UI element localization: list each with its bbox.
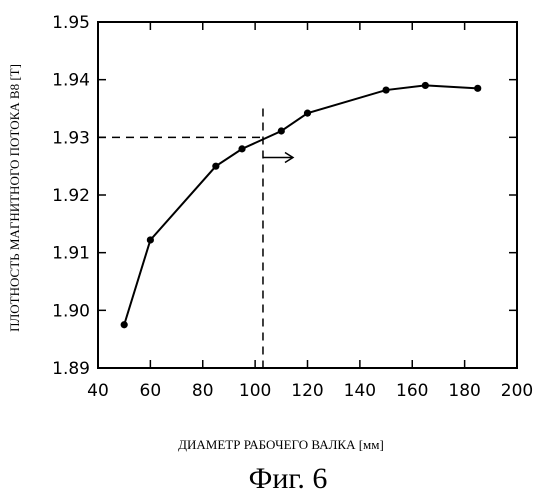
x-tick-label: 180 bbox=[448, 381, 480, 401]
data-points bbox=[121, 82, 482, 329]
x-tick-label: 40 bbox=[87, 381, 109, 401]
y-tick-label: 1.90 bbox=[52, 301, 90, 321]
x-axis-title: ДИАМЕТР РАБОЧЕГО ВАЛКА [мм] bbox=[178, 437, 384, 452]
x-tick-label: 140 bbox=[344, 381, 376, 401]
y-axis-title: ПЛОТНОСТЬ МАГНИТНОГО ПОТОКА B8 [T] bbox=[7, 64, 22, 332]
plot-frame bbox=[98, 22, 517, 368]
data-point bbox=[382, 86, 389, 93]
y-tick-label: 1.92 bbox=[52, 186, 90, 206]
y-tick-label: 1.93 bbox=[52, 128, 90, 148]
axis-ticks bbox=[98, 22, 517, 368]
data-point bbox=[238, 145, 245, 152]
x-tick-label: 80 bbox=[192, 381, 214, 401]
y-tick-label: 1.94 bbox=[52, 71, 90, 91]
y-tick-label: 1.91 bbox=[52, 244, 90, 264]
reference-lines bbox=[98, 109, 293, 369]
figure-caption: Фиг. 6 bbox=[249, 462, 328, 495]
series-line bbox=[124, 85, 478, 324]
data-point bbox=[422, 82, 429, 89]
data-point bbox=[278, 127, 285, 134]
tick-labels: 40 60 80 100 120 140 160 180 200 1.95 1.94 1.93 1.92… bbox=[52, 13, 533, 401]
data-point bbox=[121, 321, 128, 328]
x-tick-label: 160 bbox=[396, 381, 428, 401]
data-point bbox=[474, 85, 481, 92]
data-point bbox=[304, 110, 311, 117]
x-tick-label: 100 bbox=[239, 381, 271, 401]
arrow-right-icon bbox=[263, 153, 293, 163]
data-point bbox=[147, 236, 154, 243]
x-tick-label: 60 bbox=[140, 381, 162, 401]
x-tick-label: 200 bbox=[501, 381, 533, 401]
y-tick-label: 1.95 bbox=[52, 13, 90, 33]
y-tick-label: 1.89 bbox=[52, 359, 90, 379]
x-tick-label: 120 bbox=[291, 381, 323, 401]
data-point bbox=[212, 163, 219, 170]
